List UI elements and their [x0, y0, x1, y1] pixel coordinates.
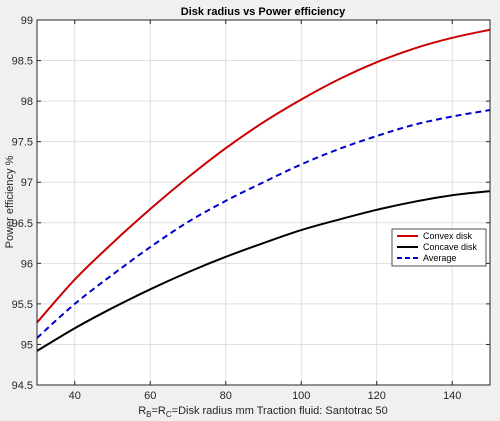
- x-label-sub-c: C: [166, 410, 172, 419]
- series-lines: [36, 28, 491, 352]
- x-label-eq: =R: [152, 405, 166, 417]
- ticks: 40 60 80 100 120 140 94.5 95 95.5 96 96.5 97 97.5 98 9…: [12, 15, 490, 402]
- plot-area: [37, 20, 490, 385]
- series-line-convex-disk: [36, 28, 491, 324]
- x-tick-label: 120: [368, 390, 386, 402]
- legend: Convex disk Concave disk Average: [391, 228, 487, 267]
- x-axis-label: RB=RC=Disk radius mm Traction fluid: San…: [138, 405, 388, 419]
- x-label-rest: =Disk radius mm Traction fluid: Santotra…: [172, 405, 388, 417]
- x-label-sub-b: B: [146, 410, 151, 419]
- x-tick-label: 60: [144, 390, 156, 402]
- x-label-r: R: [138, 405, 146, 417]
- y-tick-label: 98: [21, 96, 33, 108]
- legend-label-average: Average: [423, 253, 456, 263]
- y-tick-label: 99: [21, 15, 33, 27]
- series-line-concave-disk: [36, 190, 491, 352]
- x-tick-label: 100: [292, 390, 310, 402]
- y-tick-label: 94.5: [12, 380, 33, 392]
- chart-title: Disk radius vs Power efficiency: [181, 6, 346, 18]
- y-tick-label: 96.5: [12, 218, 33, 230]
- y-tick-label: 97: [21, 177, 33, 189]
- x-tick-label: 140: [443, 390, 461, 402]
- y-tick-label: 98.5: [12, 56, 33, 68]
- y-tick-label: 95.5: [12, 299, 33, 311]
- x-tick-label: 40: [69, 390, 81, 402]
- x-tick-label: 80: [220, 390, 232, 402]
- y-tick-label: 96: [21, 258, 33, 270]
- legend-label-concave: Concave disk: [423, 242, 478, 252]
- y-tick-label: 95: [21, 339, 33, 351]
- y-tick-label: 97.5: [12, 137, 33, 149]
- y-axis-label: Power efficiency %: [4, 155, 16, 248]
- legend-label-convex: Convex disk: [423, 231, 473, 241]
- plot-frame: [36, 19, 491, 386]
